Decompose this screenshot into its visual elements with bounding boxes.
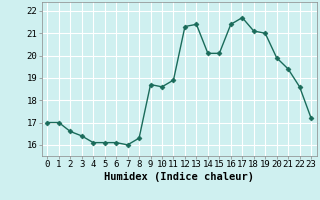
- X-axis label: Humidex (Indice chaleur): Humidex (Indice chaleur): [104, 172, 254, 182]
